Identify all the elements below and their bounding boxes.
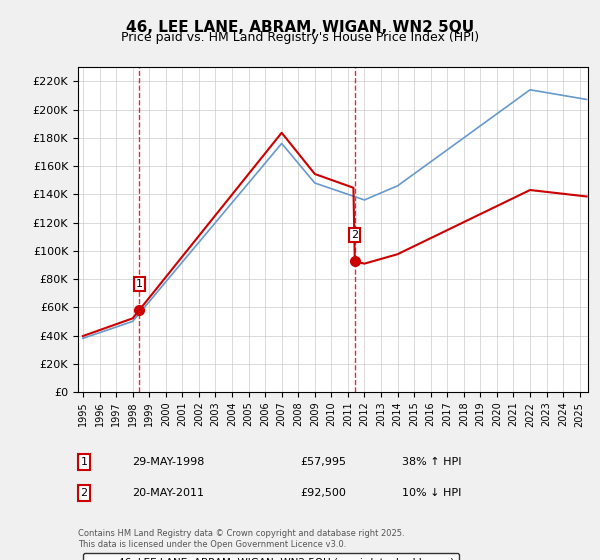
Text: £57,995: £57,995 xyxy=(300,457,346,467)
Text: 1: 1 xyxy=(80,457,88,467)
Text: 1: 1 xyxy=(136,279,143,289)
Text: 10% ↓ HPI: 10% ↓ HPI xyxy=(402,488,461,498)
Text: 29-MAY-1998: 29-MAY-1998 xyxy=(132,457,205,467)
Text: 2: 2 xyxy=(351,230,358,240)
Text: 2: 2 xyxy=(80,488,88,498)
Text: £92,500: £92,500 xyxy=(300,488,346,498)
Text: 46, LEE LANE, ABRAM, WIGAN, WN2 5QU: 46, LEE LANE, ABRAM, WIGAN, WN2 5QU xyxy=(126,20,474,35)
Text: 38% ↑ HPI: 38% ↑ HPI xyxy=(402,457,461,467)
Text: 20-MAY-2011: 20-MAY-2011 xyxy=(132,488,204,498)
Legend: 46, LEE LANE, ABRAM, WIGAN, WN2 5QU (semi-detached house), HPI: Average price, s: 46, LEE LANE, ABRAM, WIGAN, WN2 5QU (sem… xyxy=(83,553,459,560)
Text: Price paid vs. HM Land Registry's House Price Index (HPI): Price paid vs. HM Land Registry's House … xyxy=(121,31,479,44)
Text: Contains HM Land Registry data © Crown copyright and database right 2025.
This d: Contains HM Land Registry data © Crown c… xyxy=(78,529,404,549)
